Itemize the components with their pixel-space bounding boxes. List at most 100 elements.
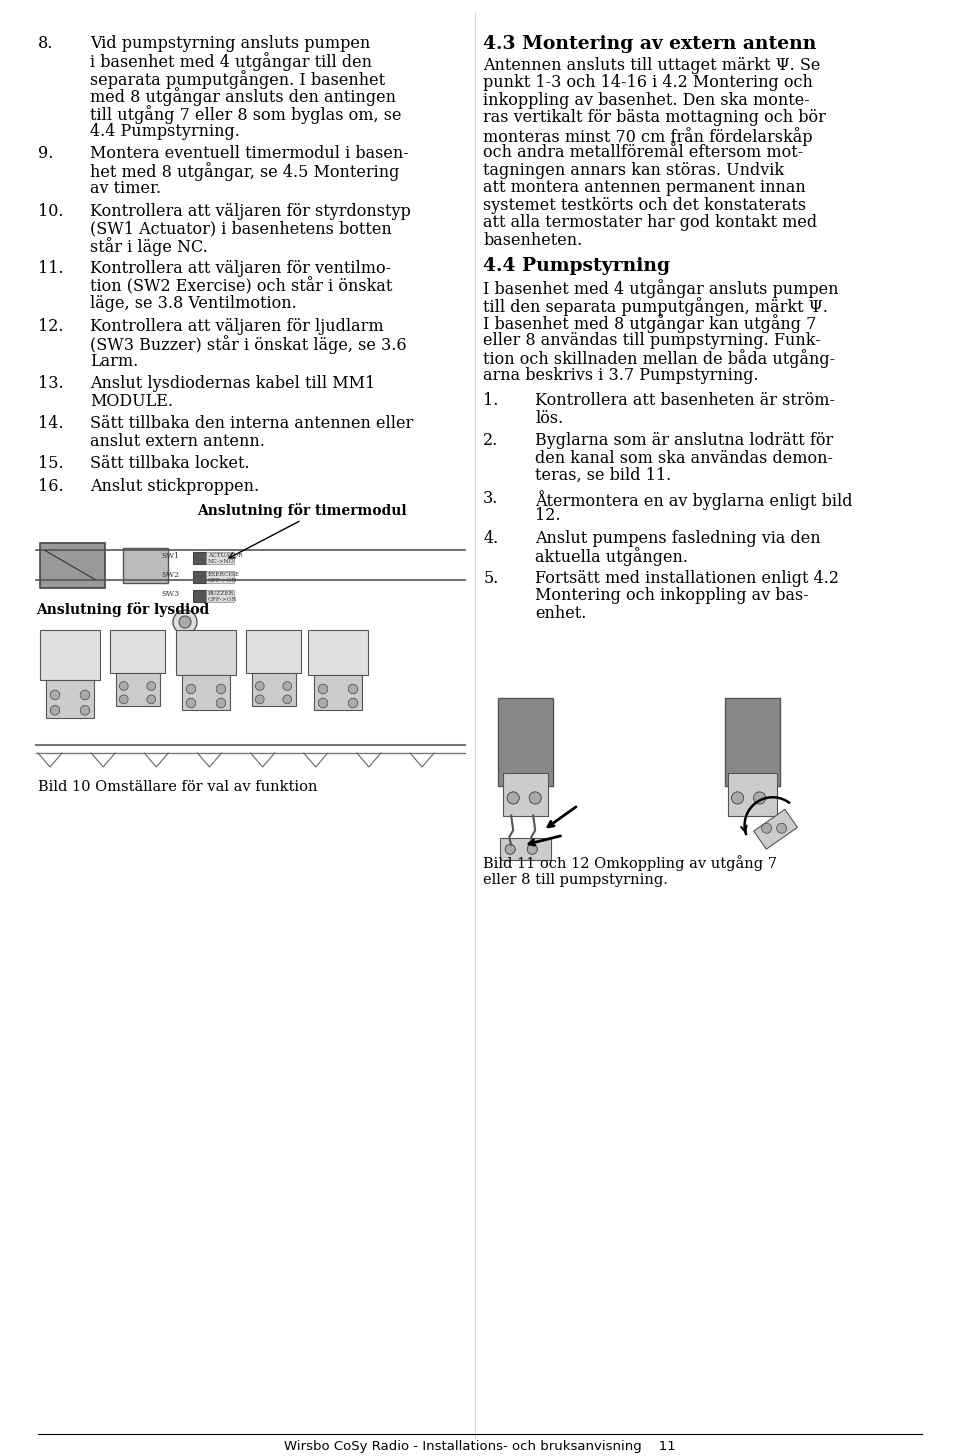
FancyBboxPatch shape [40, 543, 105, 588]
Text: Kontrollera att väljaren för ljudlarm: Kontrollera att väljaren för ljudlarm [90, 317, 384, 335]
Text: I basenhet med 8 utgångar kan utgång 7: I basenhet med 8 utgångar kan utgång 7 [483, 314, 817, 333]
Text: till utgång 7 eller 8 som byglas om, se: till utgång 7 eller 8 som byglas om, se [90, 105, 401, 124]
Circle shape [529, 792, 541, 804]
Text: MODULE.: MODULE. [90, 393, 173, 409]
Bar [754, 810, 798, 849]
Circle shape [50, 690, 60, 700]
Text: till den separata pumputgången, märkt Ψ.: till den separata pumputgången, märkt Ψ. [483, 297, 828, 316]
Text: Sätt tillbaka den interna antennen eller: Sätt tillbaka den interna antennen eller [90, 415, 413, 432]
Circle shape [754, 792, 765, 804]
Bar [46, 680, 94, 718]
Text: SW3: SW3 [161, 590, 180, 598]
Text: 14.: 14. [38, 415, 63, 432]
Text: monteras minst 70 cm från fördelarskåp: monteras minst 70 cm från fördelarskåp [483, 127, 813, 146]
Bar [193, 552, 206, 563]
Text: ACTUATOR: ACTUATOR [208, 552, 243, 558]
Circle shape [318, 684, 327, 695]
Text: 2.: 2. [483, 432, 498, 450]
Bar [193, 571, 206, 582]
Circle shape [507, 792, 519, 804]
Text: av timer.: av timer. [90, 181, 161, 197]
Text: EXERCISE: EXERCISE [208, 572, 240, 577]
Circle shape [216, 684, 226, 695]
Circle shape [507, 792, 519, 804]
Text: aktuella utgången.: aktuella utgången. [536, 547, 688, 566]
Text: inkoppling av basenhet. Den ska monte-: inkoppling av basenhet. Den ska monte- [483, 92, 810, 109]
Text: BUZZER: BUZZER [208, 591, 234, 596]
Circle shape [732, 792, 744, 804]
Text: Bild 10 Omställare för val av funktion: Bild 10 Omställare för val av funktion [38, 780, 318, 794]
Text: Sätt tillbaka locket.: Sätt tillbaka locket. [90, 456, 250, 472]
Circle shape [179, 616, 191, 628]
Text: 13.: 13. [38, 376, 63, 392]
Text: SW2: SW2 [161, 571, 179, 579]
Bar [40, 630, 100, 680]
Circle shape [81, 690, 90, 700]
Text: 4.4 Pumpstyrning: 4.4 Pumpstyrning [483, 258, 670, 275]
Bar [206, 552, 234, 563]
Circle shape [186, 699, 196, 708]
Circle shape [754, 792, 765, 804]
Text: 12.: 12. [536, 507, 561, 524]
Text: (SW1 Actuator) i basenhetens botten: (SW1 Actuator) i basenhetens botten [90, 220, 392, 237]
Bar [193, 590, 206, 601]
Text: Anslutning för lysdiod: Anslutning för lysdiod [36, 601, 209, 617]
Bar [182, 676, 230, 711]
Text: Bild 11 och 12 Omkoppling av utgång 7: Bild 11 och 12 Omkoppling av utgång 7 [483, 855, 778, 871]
Circle shape [255, 681, 264, 690]
Text: att montera antennen permanent innan: att montera antennen permanent innan [483, 179, 806, 197]
Text: (SW3 Buzzer) står i önskat läge, se 3.6: (SW3 Buzzer) står i önskat läge, se 3.6 [90, 335, 407, 354]
Bar [314, 676, 362, 711]
Text: 9.: 9. [38, 146, 54, 162]
Text: enhet.: enhet. [536, 604, 587, 622]
Text: 12.: 12. [38, 317, 63, 335]
Text: SW1: SW1 [161, 552, 179, 561]
Text: arna beskrivs i 3.7 Pumpstyrning.: arna beskrivs i 3.7 Pumpstyrning. [483, 367, 758, 384]
Circle shape [119, 695, 128, 703]
Text: Byglarna som är anslutna lodrätt för: Byglarna som är anslutna lodrätt för [536, 432, 833, 450]
Text: den kanal som ska användas demon-: den kanal som ska användas demon- [536, 450, 833, 467]
Bar [206, 571, 234, 582]
Text: 3.: 3. [483, 489, 498, 507]
Text: Anslut lysdiodernas kabel till MM1: Anslut lysdiodernas kabel till MM1 [90, 376, 375, 392]
Text: Larm.: Larm. [90, 352, 138, 370]
Text: Anslut stickproppen.: Anslut stickproppen. [90, 478, 259, 495]
Circle shape [147, 695, 156, 703]
Bar [206, 590, 234, 601]
Circle shape [255, 695, 264, 703]
Circle shape [732, 792, 744, 804]
Bar [728, 773, 777, 815]
Text: Anslutning för timermodul: Anslutning för timermodul [197, 502, 406, 518]
Text: 5.: 5. [483, 569, 498, 587]
Text: Anslut pumpens fasledning via den: Anslut pumpens fasledning via den [536, 530, 821, 547]
Text: Wirsbo CoSy Radio - Installations- och bruksanvisning    11: Wirsbo CoSy Radio - Installations- och b… [284, 1440, 676, 1453]
Text: NC->NO: NC->NO [208, 559, 235, 563]
Text: Kontrollera att väljaren för styrdonstyp: Kontrollera att väljaren för styrdonstyp [90, 202, 411, 220]
Text: eller 8 till pumpstyrning.: eller 8 till pumpstyrning. [483, 872, 668, 887]
Circle shape [529, 792, 541, 804]
Text: 4.4 Pumpstyrning.: 4.4 Pumpstyrning. [90, 122, 240, 140]
Text: Antennen ansluts till uttaget märkt Ψ. Se: Antennen ansluts till uttaget märkt Ψ. S… [483, 57, 821, 74]
Circle shape [81, 706, 90, 715]
Text: 8.: 8. [38, 35, 54, 52]
Text: med 8 utgångar ansluts den antingen: med 8 utgångar ansluts den antingen [90, 87, 396, 106]
Text: teras, se bild 11.: teras, se bild 11. [536, 467, 671, 485]
Circle shape [186, 684, 196, 695]
Text: separata pumputgången. I basenhet: separata pumputgången. I basenhet [90, 70, 385, 89]
Text: Vid pumpstyrning ansluts pumpen: Vid pumpstyrning ansluts pumpen [90, 35, 371, 52]
Text: Fortsätt med installationen enligt 4.2: Fortsätt med installationen enligt 4.2 [536, 569, 839, 587]
Text: tagningen annars kan störas. Undvik: tagningen annars kan störas. Undvik [483, 162, 784, 179]
Text: Återmontera en av byglarna enligt bild: Återmontera en av byglarna enligt bild [536, 489, 852, 510]
Text: står i läge NC.: står i läge NC. [90, 237, 207, 256]
Circle shape [348, 684, 358, 695]
Text: punkt 1-3 och 14-16 i 4.2 Montering och: punkt 1-3 och 14-16 i 4.2 Montering och [483, 74, 813, 92]
Text: I basenhet med 4 utgångar ansluts pumpen: I basenhet med 4 utgångar ansluts pumpen [483, 280, 839, 298]
Bar [176, 630, 236, 676]
Bar [308, 630, 368, 676]
Circle shape [283, 695, 292, 703]
Text: 10.: 10. [38, 202, 63, 220]
Bar [252, 673, 296, 706]
Circle shape [50, 706, 60, 715]
Bar [246, 630, 301, 673]
Bar [110, 630, 165, 673]
